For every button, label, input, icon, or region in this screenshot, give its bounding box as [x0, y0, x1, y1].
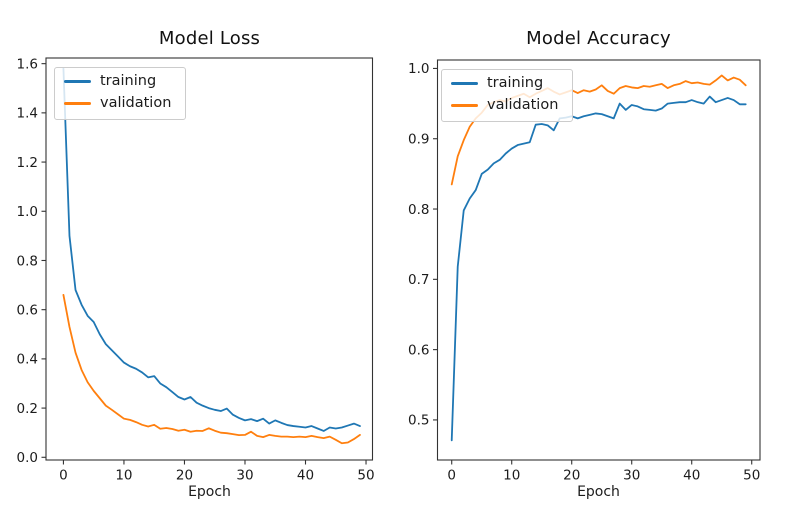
- legend-accuracy: training validation: [441, 69, 573, 122]
- chart-title-accuracy: Model Accuracy: [526, 28, 671, 49]
- y-tick-label: 1.2: [17, 155, 38, 171]
- y-tick-label: 1.4: [17, 106, 38, 122]
- x-tick-label: 30: [623, 468, 640, 484]
- x-tick-label: 10: [115, 468, 132, 484]
- axes-box: [45, 57, 374, 461]
- y-tick-label: 0.7: [408, 272, 429, 288]
- y-tick-label: 1.6: [17, 56, 38, 72]
- y-tick-label: 0.8: [408, 202, 429, 218]
- legend-label-training: training: [487, 75, 544, 91]
- legend-label-training: training: [100, 73, 157, 89]
- legend-entry-validation: validation: [451, 96, 560, 114]
- series-line-validation: [62, 294, 361, 445]
- y-tick-label: 1.0: [17, 204, 38, 220]
- y-tick-label: 0.0: [17, 450, 38, 466]
- x-axis-label-accuracy: Epoch: [577, 484, 620, 500]
- x-axis-label-loss: Epoch: [188, 484, 231, 500]
- legend-entry-training: training: [451, 75, 560, 92]
- series-line-training: [62, 67, 361, 432]
- x-tick-label: 10: [503, 468, 520, 484]
- y-tick-label: 0.6: [408, 342, 429, 358]
- y-tick-label: 0.8: [17, 253, 38, 269]
- training-line-sample: [64, 80, 91, 84]
- x-tick-label: 50: [743, 468, 760, 484]
- x-tick-label: 20: [563, 468, 580, 484]
- y-tick-label: 0.2: [17, 401, 38, 417]
- legend-label-validation: validation: [487, 96, 559, 113]
- legend-entry-training: training: [64, 73, 173, 90]
- plot-1: 0 10 20 30 40 50 0.5 0.6 0.7 0.8 0.9 1.0: [408, 59, 761, 484]
- x-tick-label: 40: [297, 468, 314, 484]
- series-line-training: [450, 95, 747, 442]
- y-tick-label: 1.0: [408, 61, 429, 77]
- legend-label-validation: validation: [100, 94, 172, 111]
- axes-box: [436, 59, 761, 461]
- x-tick-label: 50: [357, 468, 374, 484]
- x-tick-label: 0: [447, 468, 456, 484]
- y-tick-label: 0.5: [408, 413, 429, 429]
- y-tick-label: 0.4: [17, 352, 38, 368]
- y-tick-label: 0.6: [17, 302, 38, 318]
- validation-line-sample: [451, 104, 478, 108]
- validation-line-sample: [64, 102, 91, 106]
- training-line-sample: [451, 82, 478, 86]
- y-tick-label: 0.9: [408, 132, 429, 148]
- plot-0: 0 10 20 30 40 50 0.0 0.2 0.4 0.6 0.8 1.0 1.2 1.4 1.6: [17, 56, 375, 483]
- chart-title-loss: Model Loss: [158, 28, 261, 49]
- legend-loss: training validation: [54, 67, 186, 120]
- x-tick-label: 20: [176, 468, 193, 484]
- legend-entry-validation: validation: [64, 94, 173, 112]
- x-tick-label: 40: [683, 468, 700, 484]
- x-tick-label: 30: [236, 468, 253, 484]
- x-tick-label: 0: [59, 468, 68, 484]
